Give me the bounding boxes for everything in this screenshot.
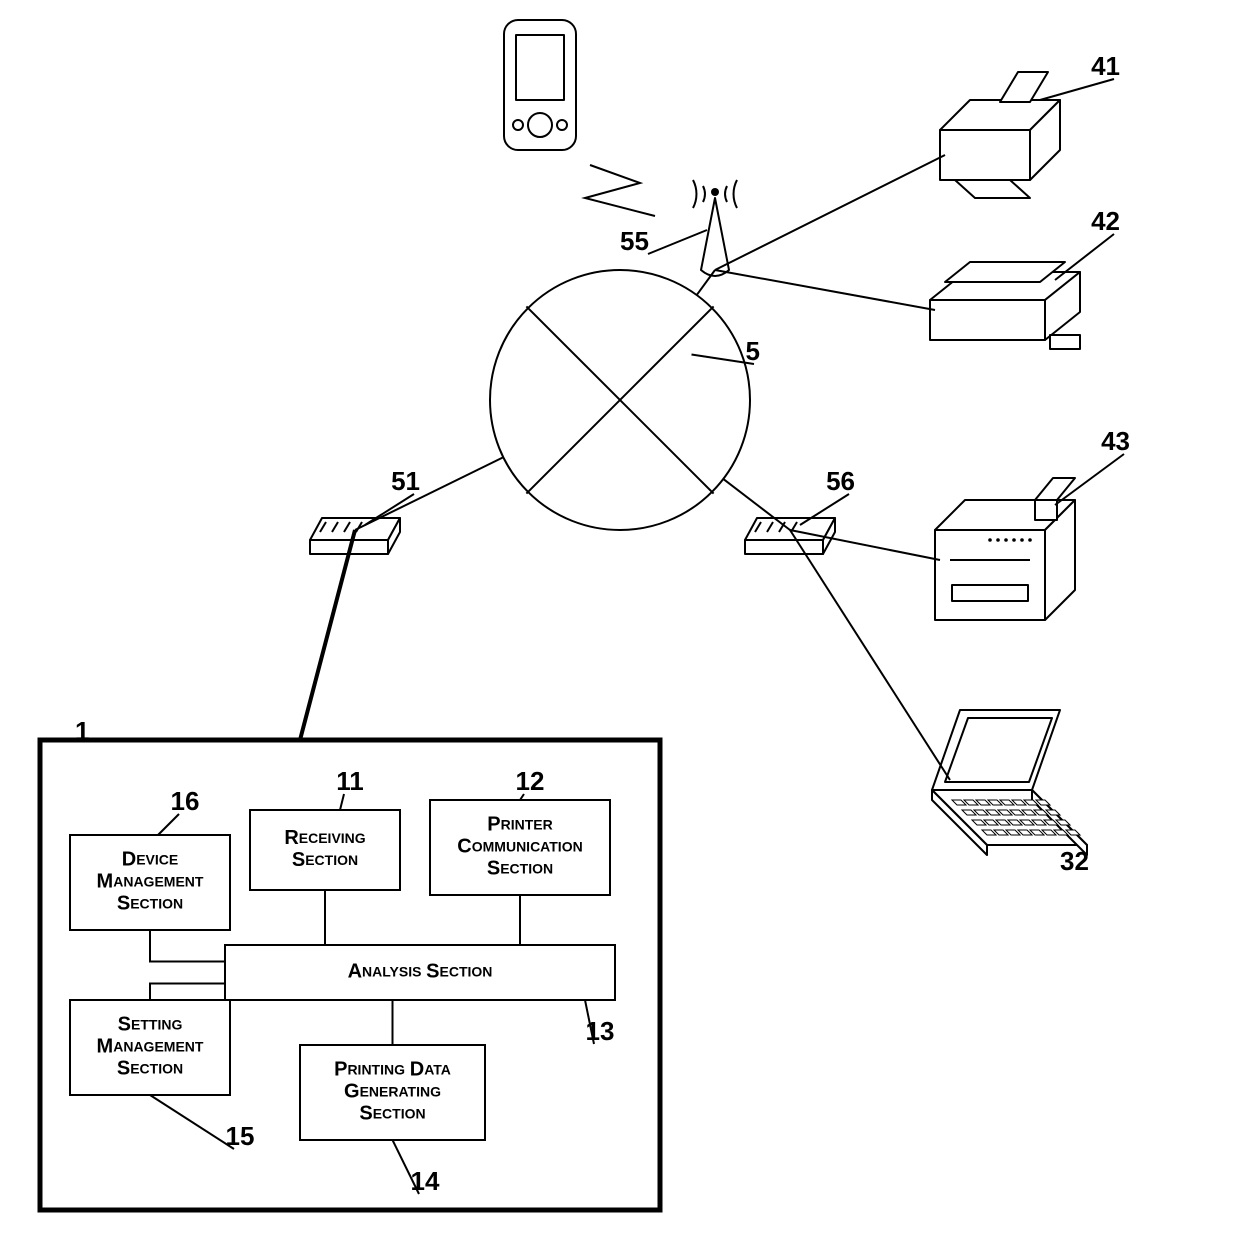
ref-number: 5: [746, 336, 760, 366]
ref-number: 16: [171, 786, 200, 816]
ref-number: 42: [1091, 206, 1120, 236]
network-edge: [300, 530, 355, 740]
network-edge: [715, 155, 945, 270]
ref-number: 13: [586, 1016, 615, 1046]
ref-number: 32: [1060, 846, 1089, 876]
leader-line: [648, 230, 707, 254]
ref-number: 11: [336, 766, 364, 796]
flatbed-printer-icon: [930, 262, 1080, 349]
laptop-icon: [932, 710, 1087, 855]
ref-number: 43: [1101, 426, 1130, 456]
block-receiving: [250, 810, 400, 890]
network-edge: [715, 270, 935, 310]
handheld-icon: [504, 20, 576, 150]
ref-number: 55: [620, 226, 649, 256]
ref-number: 14: [411, 1166, 440, 1196]
ref-number: 56: [826, 466, 855, 496]
ref-number: 41: [1091, 51, 1120, 81]
ref-number: 51: [391, 466, 420, 496]
leader-line: [1040, 79, 1114, 100]
ref-number: 12: [516, 766, 545, 796]
printer-icon: [940, 72, 1060, 198]
wireless-link-icon: [585, 165, 655, 216]
ref-number: 15: [226, 1121, 255, 1151]
leader-line: [1055, 234, 1114, 280]
mfp-icon: [935, 478, 1075, 620]
network-edge: [355, 457, 503, 530]
network-edge: [790, 530, 950, 780]
